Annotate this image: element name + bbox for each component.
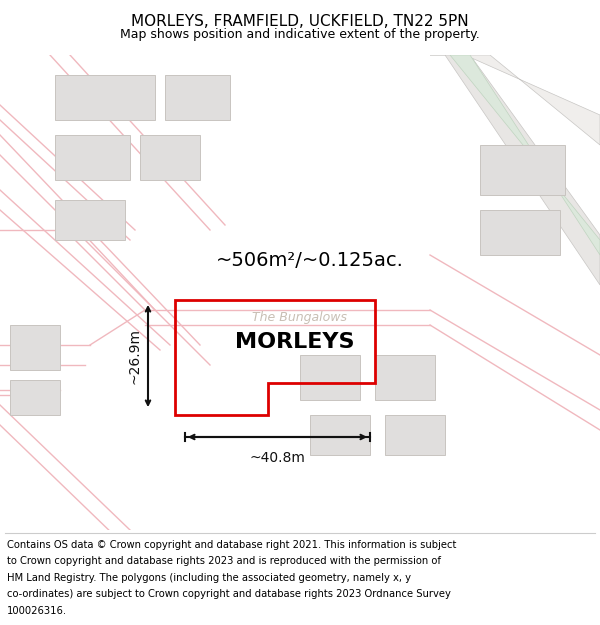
Text: ~26.9m: ~26.9m [128, 328, 142, 384]
Text: ~506m²/~0.125ac.: ~506m²/~0.125ac. [216, 251, 404, 269]
Text: Map shows position and indicative extent of the property.: Map shows position and indicative extent… [120, 28, 480, 41]
Text: MORLEYS: MORLEYS [235, 331, 355, 351]
Text: 100026316.: 100026316. [7, 606, 67, 616]
Polygon shape [430, 55, 600, 285]
Polygon shape [480, 145, 565, 195]
Polygon shape [55, 75, 155, 120]
Polygon shape [310, 415, 370, 455]
Polygon shape [385, 415, 445, 455]
Polygon shape [300, 355, 360, 400]
Polygon shape [140, 135, 200, 180]
Polygon shape [450, 55, 600, 255]
Polygon shape [55, 135, 130, 180]
Polygon shape [165, 75, 230, 120]
Polygon shape [55, 200, 125, 240]
Text: to Crown copyright and database rights 2023 and is reproduced with the permissio: to Crown copyright and database rights 2… [7, 556, 441, 566]
Text: MORLEYS, FRAMFIELD, UCKFIELD, TN22 5PN: MORLEYS, FRAMFIELD, UCKFIELD, TN22 5PN [131, 14, 469, 29]
Text: ~40.8m: ~40.8m [250, 451, 305, 465]
Text: Contains OS data © Crown copyright and database right 2021. This information is : Contains OS data © Crown copyright and d… [7, 539, 457, 549]
Polygon shape [465, 55, 600, 145]
Text: The Bungalows: The Bungalows [253, 311, 347, 324]
Polygon shape [10, 380, 60, 415]
Text: HM Land Registry. The polygons (including the associated geometry, namely x, y: HM Land Registry. The polygons (includin… [7, 572, 411, 582]
Polygon shape [480, 210, 560, 255]
Text: co-ordinates) are subject to Crown copyright and database rights 2023 Ordnance S: co-ordinates) are subject to Crown copyr… [7, 589, 451, 599]
Polygon shape [10, 325, 60, 370]
Polygon shape [375, 355, 435, 400]
